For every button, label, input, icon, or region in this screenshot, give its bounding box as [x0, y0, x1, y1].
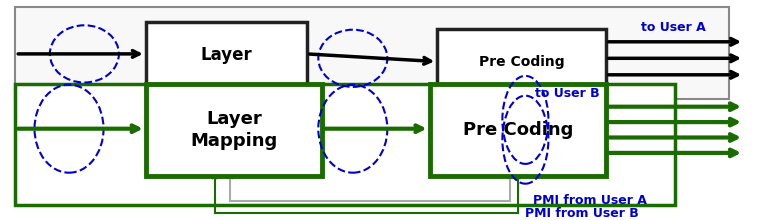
Text: Layer: Layer — [200, 46, 252, 64]
Bar — [15, 84, 675, 205]
Text: PMI from User B: PMI from User B — [525, 207, 639, 220]
Text: to User B: to User B — [535, 87, 599, 100]
Bar — [146, 84, 322, 176]
Text: to User A: to User A — [641, 21, 706, 34]
Bar — [146, 22, 307, 88]
Text: Pre Coding: Pre Coding — [479, 55, 565, 69]
Text: Pre Coding: Pre Coding — [463, 121, 573, 139]
Bar — [430, 84, 606, 176]
Bar — [437, 29, 606, 95]
Text: PMI from User A: PMI from User A — [533, 194, 647, 207]
Bar — [15, 7, 729, 99]
Text: Layer
Mapping: Layer Mapping — [190, 110, 278, 150]
